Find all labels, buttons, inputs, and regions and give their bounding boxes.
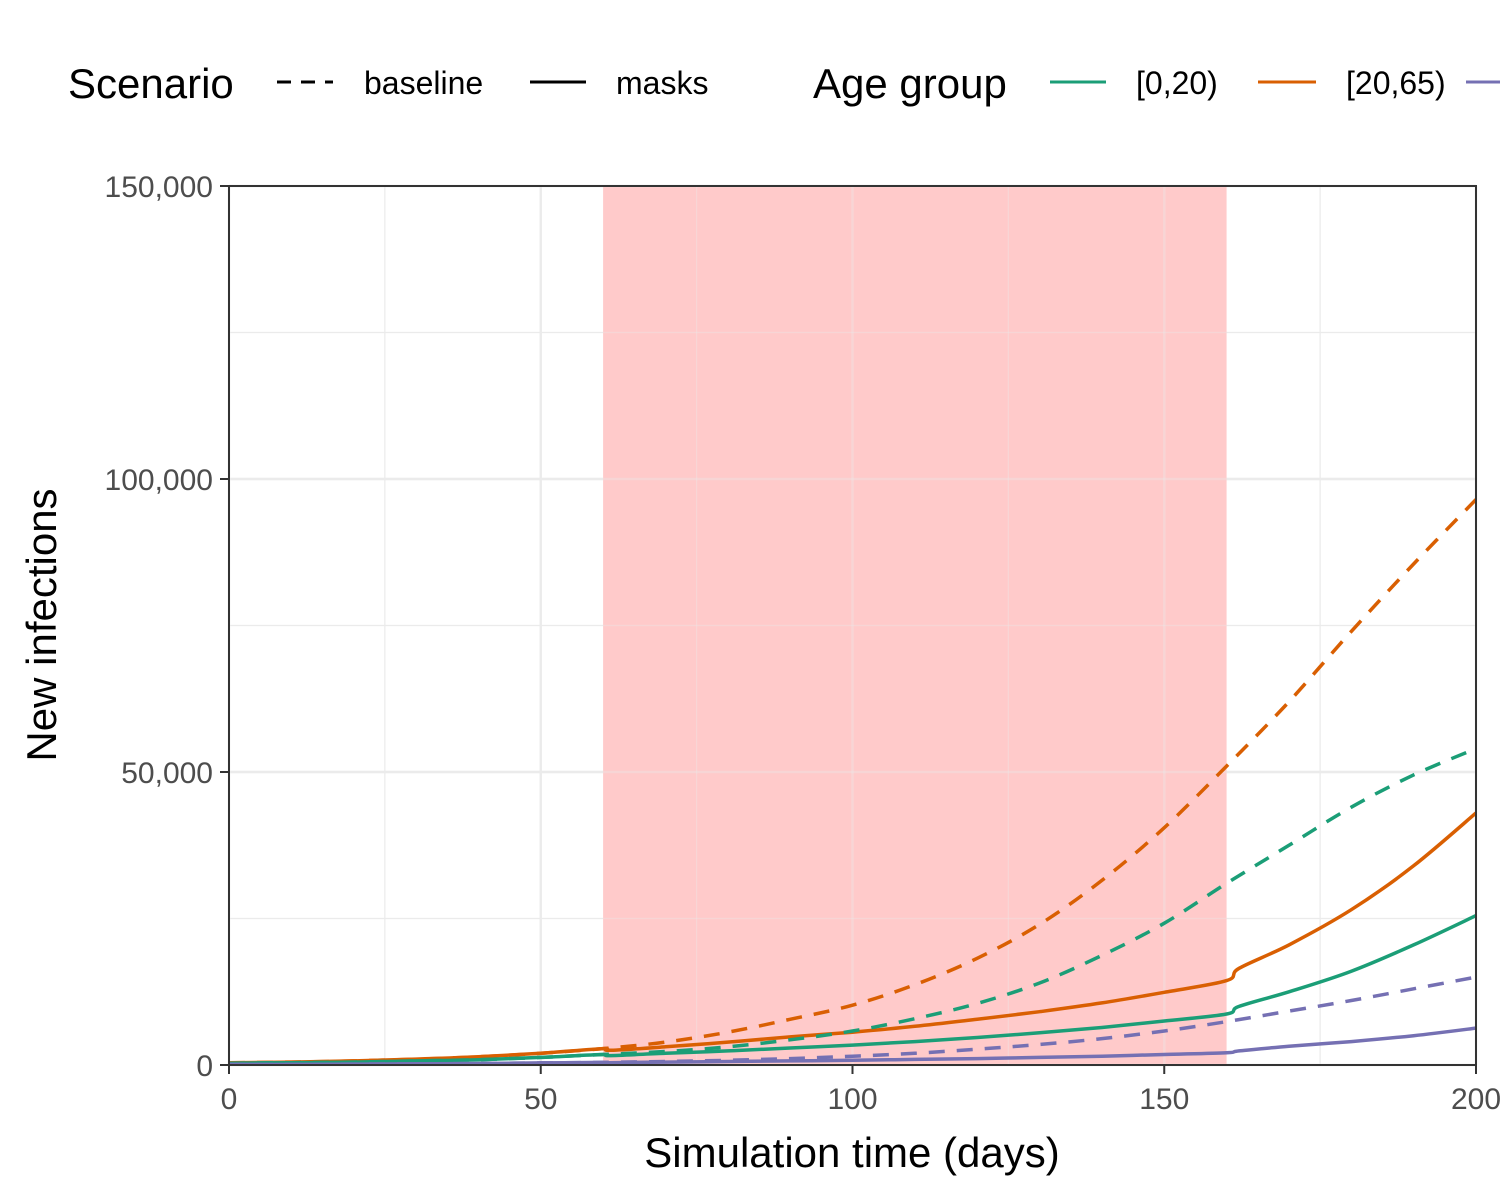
legend-scenario-title: Scenario	[68, 60, 234, 107]
legend-age-title: Age group	[813, 60, 1007, 107]
y-tick-label: 150,000	[105, 171, 213, 204]
legend-label-age-20-65: [20,65)	[1346, 65, 1446, 101]
x-axis-title: Simulation time (days)	[644, 1129, 1059, 1176]
y-axis: 0 50,000 100,000 150,000	[105, 171, 229, 1083]
series-line-masks-5	[229, 1026, 1476, 1065]
legend: Scenario baseline masks Age group [0,20)…	[68, 60, 1500, 107]
x-tick-label: 200	[1451, 1083, 1500, 1116]
y-axis-title: New infections	[18, 488, 65, 761]
y-tick-label: 100,000	[105, 464, 213, 497]
series-line-masks-1	[229, 811, 1476, 1065]
y-tick-label: 0	[196, 1050, 213, 1083]
series-line-baseline-2	[229, 746, 1476, 1065]
series-line-masks-3	[229, 914, 1476, 1065]
series-lines	[229, 498, 1476, 1065]
legend-label-age-0-20: [0,20)	[1136, 65, 1218, 101]
x-tick-label: 150	[1139, 1083, 1189, 1116]
legend-label-baseline: baseline	[364, 65, 483, 101]
x-tick-label: 50	[524, 1083, 557, 1116]
intervention-period-shading	[603, 186, 1227, 1065]
legend-label-masks: masks	[616, 65, 708, 101]
x-tick-label: 0	[221, 1083, 238, 1116]
x-tick-label: 100	[827, 1083, 877, 1116]
y-tick-label: 50,000	[121, 757, 213, 790]
x-axis: 0 50 100 150 200	[221, 1065, 1500, 1116]
